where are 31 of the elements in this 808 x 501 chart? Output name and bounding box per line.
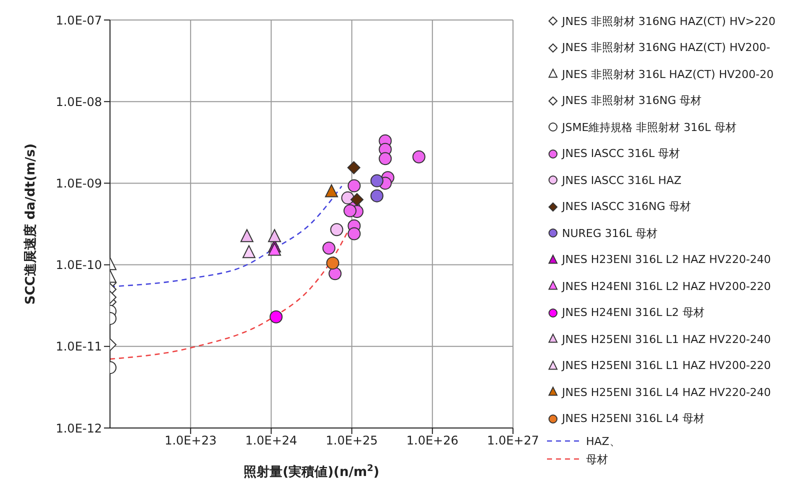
y-tick-label: 1.0E-12 — [56, 421, 102, 436]
legend-label: JNES 非照射材 316NG HAZ(CT) HV>220 — [562, 14, 776, 29]
legend-label: JNES H24ENI 316L L2 母材 — [562, 305, 704, 320]
legend-label: JNES 非照射材 316NG HAZ(CT) HV200- — [562, 40, 770, 56]
legend-label: JNES 非照射材 316L HAZ(CT) HV200-20 — [562, 66, 774, 82]
legend-label: JNES H25ENI 316L L1 HAZ HV220-240 — [562, 332, 771, 346]
legend-label: JNES H25ENI 316L L1 HAZ HV200-220 — [562, 359, 771, 372]
y-tick-label: 1.0E-08 — [56, 94, 102, 109]
legend-label: JNES H25ENI 316L L4 HAZ HV220-240 — [562, 386, 771, 399]
y-tick-label: 1.0E-10 — [56, 258, 102, 272]
y-tick-label: 1.0E-07 — [56, 13, 102, 28]
x-axis-title: 照射量(実積値)(n/m$^{2}$) — [244, 464, 380, 480]
legend-label: JNES IASCC 316L HAZ — [562, 174, 682, 187]
legend-label: NUREG 316L 母材 — [562, 226, 658, 241]
y-tick-label: 1.0E-09 — [56, 176, 102, 190]
legend-label: JNES H23ENI 316L L2 HAZ HV220-240 — [562, 253, 771, 266]
legend-label: 母材 — [586, 452, 608, 466]
legend-label: JNES IASCC 316L 母材 — [562, 146, 680, 162]
legend-label: JNES H25ENI 316L L4 母材 — [562, 411, 704, 426]
legend-label: JNES IASCC 316NG 母材 — [562, 199, 691, 214]
x-tick-label: 1.0E+25 — [326, 434, 378, 448]
legend-label: JNES H24ENI 316L L2 HAZ HV200-220 — [562, 280, 771, 293]
legend-label: JSME維持規格 非照射材 316L 母材 — [562, 120, 736, 135]
x-tick-label: 1.0E+27 — [487, 434, 539, 448]
x-tick-label: 1.0E+23 — [164, 434, 217, 448]
y-tick-label: 1.0E-11 — [56, 340, 102, 354]
legend-label: HAZ、 — [586, 434, 620, 448]
legend-label: JNES 非照射材 316NG 母材 — [562, 93, 702, 108]
x-tick-label: 1.0E+24 — [245, 434, 298, 448]
y-axis-title: SCC進展速度 da/dt(m/s) — [22, 143, 39, 305]
x-tick-label: 1.0E+26 — [406, 434, 458, 448]
